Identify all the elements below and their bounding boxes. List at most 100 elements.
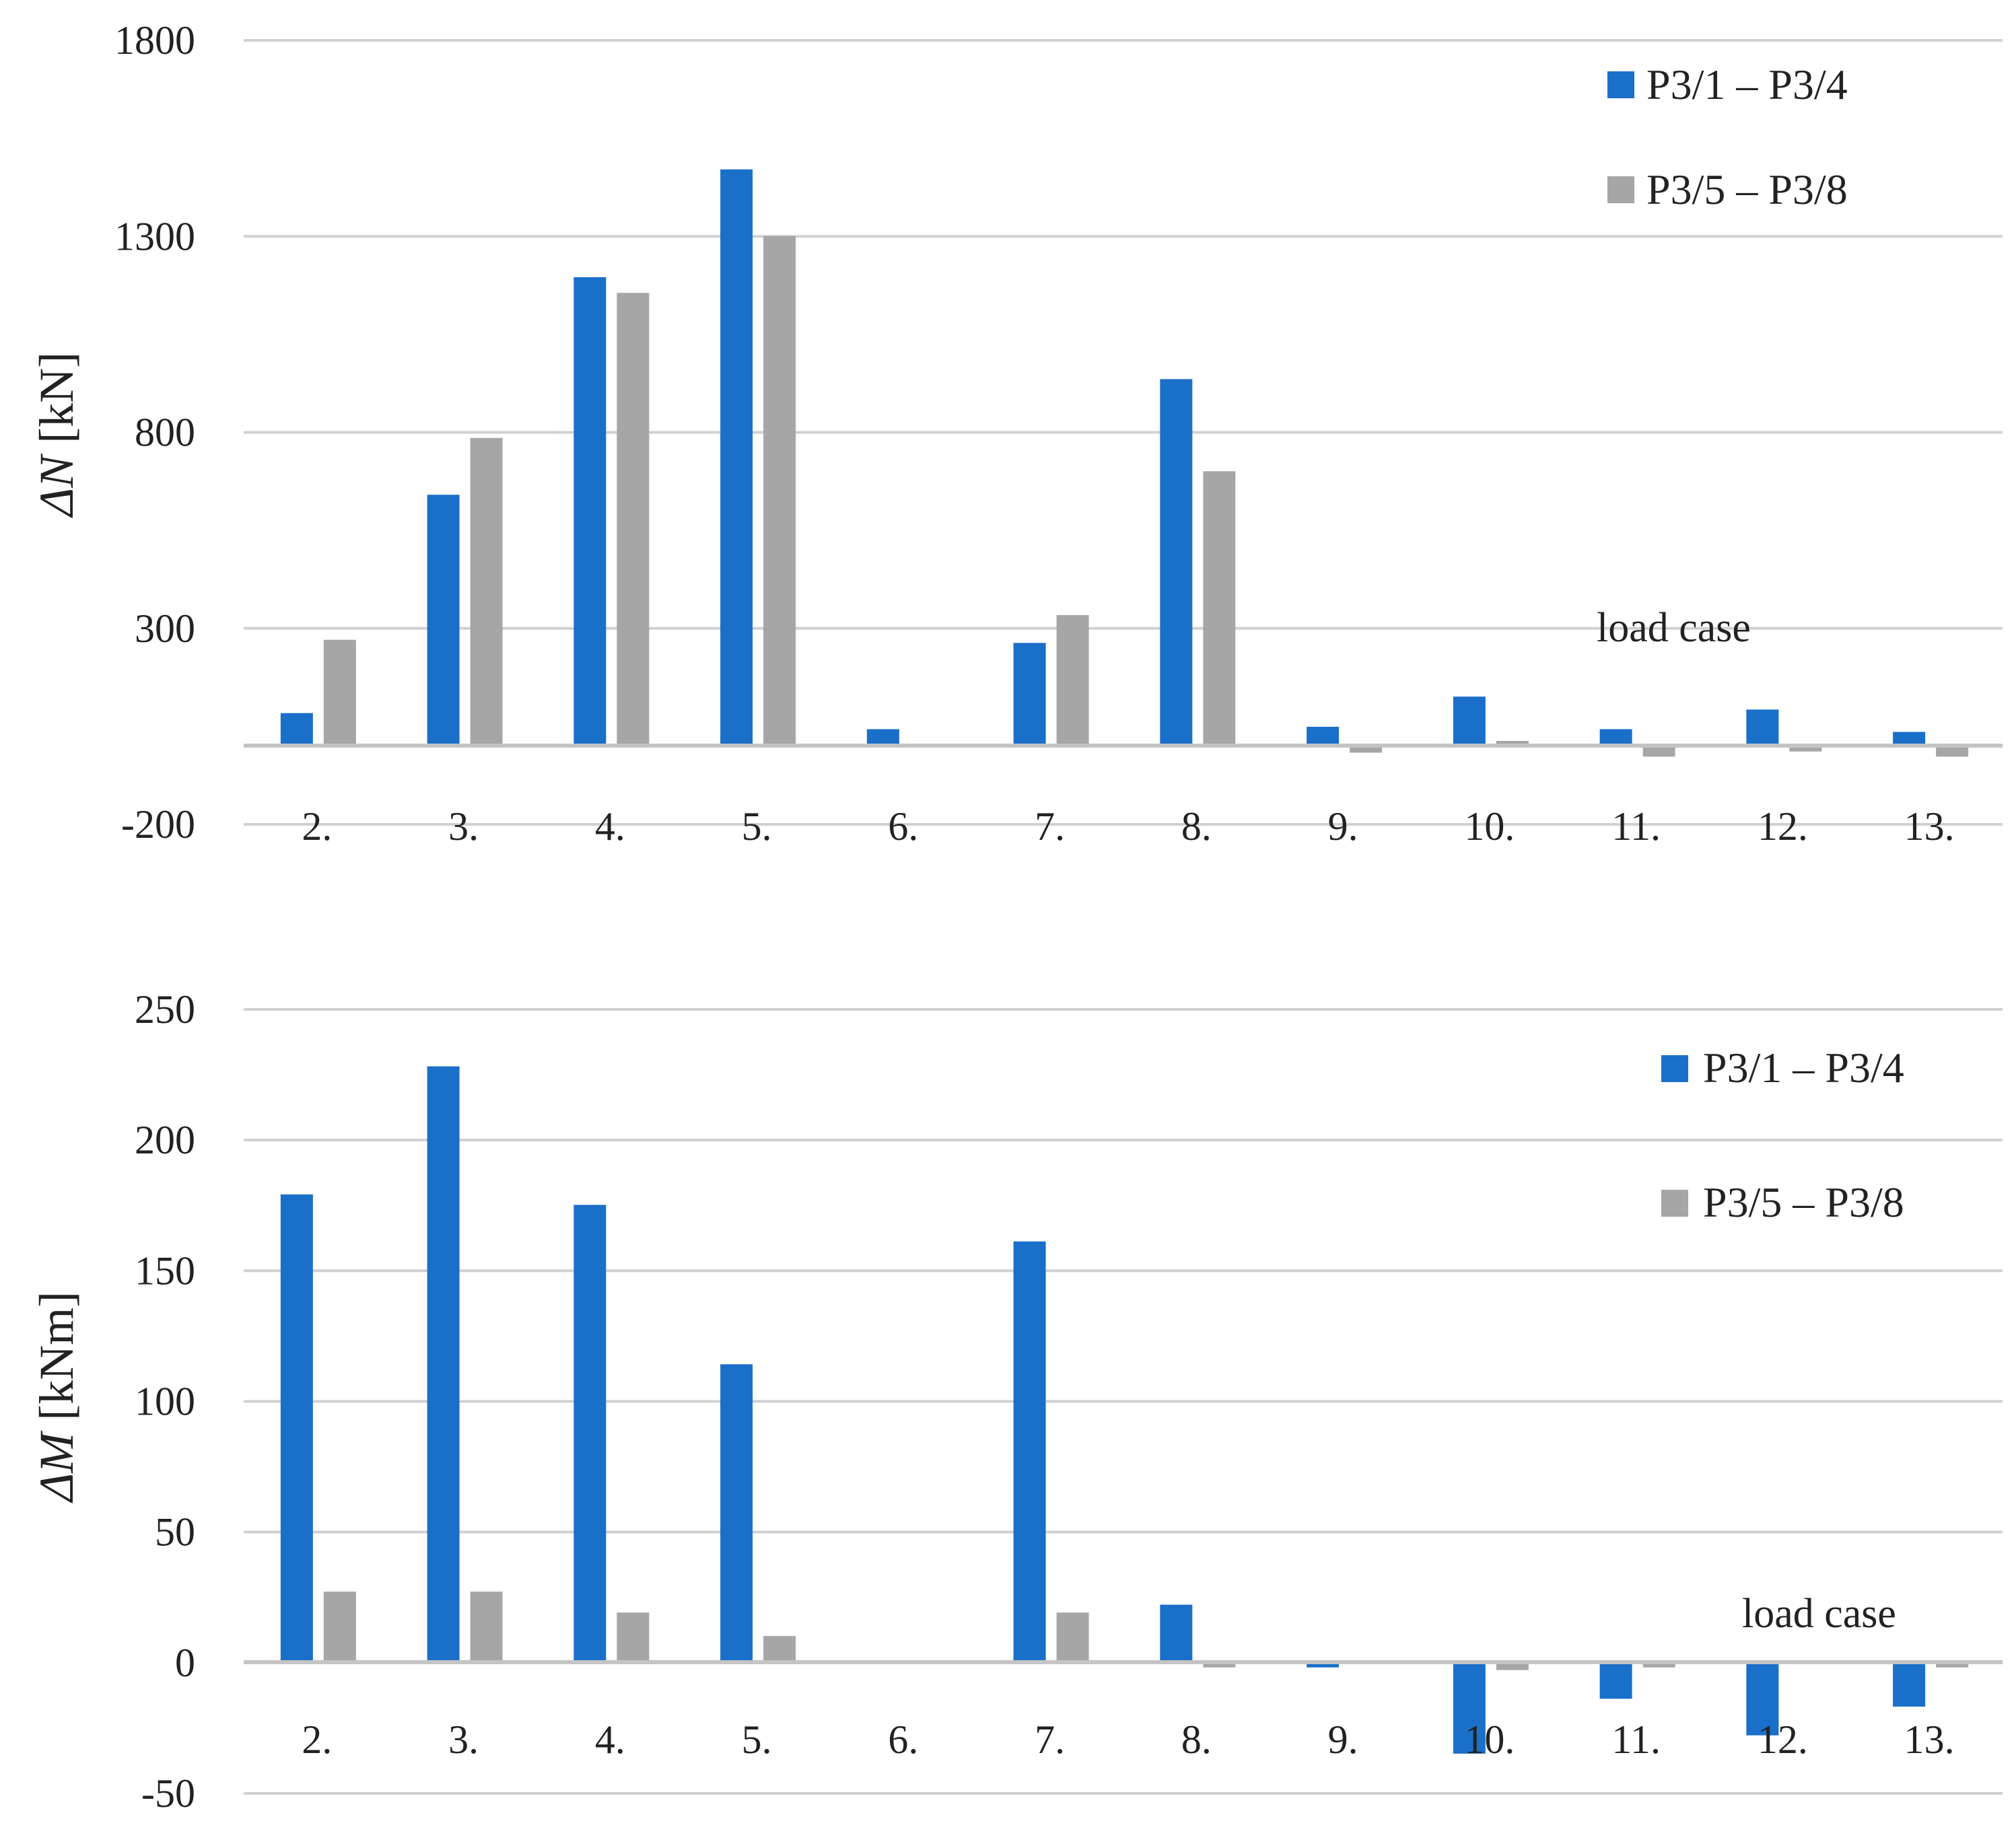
delta-n-bar-series-2-case-3 — [470, 437, 503, 746]
delta-m-y-axis-symbol: ΔM — [30, 1430, 83, 1503]
delta-m-x-tick-label: 11. — [1611, 1717, 1661, 1762]
delta-n-bar-series-2-case-2 — [323, 639, 356, 746]
delta-n-y-axis-unit: [kN] — [30, 352, 83, 456]
delta-n-bar-series-1-case-12 — [1746, 709, 1779, 746]
delta-n-y-axis-title: ΔN [kN] — [30, 352, 83, 518]
delta-n-x-tick-label: 5. — [742, 804, 772, 849]
delta-m-y-tick-label: 50 — [155, 1510, 195, 1555]
delta-n-y-tick-label: 1800 — [114, 18, 195, 63]
delta-m-x-tick-label: 9. — [1328, 1717, 1358, 1762]
delta-n-y-tick-label: 300 — [135, 606, 195, 651]
delta-n-x-tick-label: 9. — [1328, 804, 1358, 849]
delta-n-chart: 1800 1300 800 300 -200 2. 3. 4. 5. 6. 7. 8. 9. 10. 11… — [30, 18, 2003, 849]
delta-m-bar-series-1-case-9 — [1307, 1662, 1340, 1668]
delta-n-bar-series-2-case-4 — [617, 293, 650, 746]
delta-n-legend-swatch-series-2 — [1607, 176, 1634, 203]
delta-n-legend-label-series-2: P3/5 – P3/8 — [1646, 166, 1848, 213]
delta-n-x-tick-label: 13. — [1904, 804, 1955, 849]
delta-n-legend: P3/1 – P3/4 P3/5 – P3/8 — [1607, 61, 1848, 213]
delta-m-legend-label-series-1: P3/1 – P3/4 — [1703, 1044, 1904, 1092]
delta-n-x-tick-label: 10. — [1464, 804, 1515, 849]
delta-n-y-tick-label: 1300 — [114, 214, 195, 258]
delta-m-x-tick-label: 2. — [302, 1717, 332, 1762]
delta-n-bar-series-1-case-8 — [1160, 379, 1193, 746]
delta-n-y-ticks: 1800 1300 800 300 -200 — [114, 18, 195, 847]
delta-m-x-tick-label: 12. — [1758, 1717, 1808, 1762]
delta-n-y-axis-symbol: ΔN — [30, 453, 83, 518]
delta-m-x-ticks: 2. 3. 4. 5. 6. 7. 8. 9. 10. 11. 12. 13. — [302, 1717, 1954, 1762]
delta-n-y-tick-label: -200 — [121, 802, 195, 847]
delta-m-x-tick-label: 7. — [1035, 1717, 1065, 1762]
delta-m-chart: 250 200 150 100 50 0 -50 2. 3. 4. 5. 6. 7. 8. 9. 10. 11… — [30, 987, 2003, 1816]
delta-m-bar-series-1-case-13 — [1893, 1662, 1926, 1707]
delta-m-bar-series-2-case-8 — [1203, 1662, 1236, 1668]
delta-m-x-tick-label: 4. — [595, 1717, 625, 1762]
delta-m-x-tick-label: 3. — [448, 1717, 479, 1762]
delta-m-y-tick-label: 250 — [135, 987, 195, 1032]
delta-m-x-tick-label: 6. — [888, 1717, 918, 1762]
delta-m-y-tick-label: 100 — [135, 1380, 195, 1424]
delta-n-bars — [280, 169, 1969, 757]
delta-m-bar-series-1-case-7 — [1013, 1241, 1046, 1662]
delta-m-bar-series-1-case-12 — [1746, 1662, 1779, 1736]
delta-m-bar-series-2-case-2 — [323, 1592, 356, 1662]
delta-n-x-tick-label: 2. — [302, 804, 332, 849]
delta-m-legend-swatch-series-2 — [1661, 1190, 1688, 1217]
delta-n-y-tick-label: 800 — [135, 410, 195, 455]
delta-n-legend-label-series-1: P3/1 – P3/4 — [1646, 61, 1848, 108]
delta-m-x-tick-label: 8. — [1181, 1717, 1212, 1762]
delta-n-bar-series-2-case-9 — [1350, 746, 1383, 753]
delta-n-legend-swatch-series-1 — [1607, 71, 1634, 98]
delta-m-x-tick-label: 13. — [1904, 1717, 1955, 1762]
delta-m-y-tick-label: 150 — [135, 1248, 195, 1293]
delta-m-bar-series-2-case-5 — [763, 1636, 796, 1662]
delta-n-gridlines — [244, 39, 2003, 826]
delta-m-bar-series-2-case-4 — [617, 1612, 650, 1662]
delta-n-bar-series-1-case-11 — [1599, 729, 1632, 746]
delta-m-bar-series-1-case-5 — [720, 1364, 753, 1662]
delta-n-bar-series-1-case-3 — [427, 495, 460, 746]
delta-m-y-tick-label: 200 — [135, 1118, 195, 1162]
delta-m-legend: P3/1 – P3/4 P3/5 – P3/8 — [1661, 1044, 1904, 1226]
delta-m-bar-series-1-case-3 — [427, 1066, 460, 1662]
delta-m-bar-series-1-case-2 — [280, 1194, 313, 1662]
delta-n-x-tick-label: 12. — [1758, 804, 1808, 849]
delta-n-bar-series-1-case-2 — [280, 713, 313, 746]
delta-n-bar-series-2-case-12 — [1789, 746, 1822, 752]
delta-n-x-tick-label: 8. — [1181, 804, 1212, 849]
delta-m-bar-series-1-case-11 — [1599, 1662, 1632, 1699]
delta-m-bar-series-2-case-7 — [1056, 1612, 1089, 1662]
delta-m-x-tick-label: 5. — [742, 1717, 772, 1762]
delta-n-bar-series-2-case-8 — [1203, 471, 1236, 746]
delta-m-bar-series-1-case-10 — [1453, 1662, 1486, 1754]
delta-m-bar-series-2-case-3 — [470, 1592, 503, 1662]
delta-n-load-case-note: load case — [1597, 605, 1751, 651]
delta-n-bar-series-1-case-7 — [1013, 643, 1046, 746]
delta-n-x-tick-label: 11. — [1611, 804, 1661, 849]
delta-n-bar-series-2-case-7 — [1056, 615, 1089, 746]
delta-m-bar-series-1-case-8 — [1160, 1604, 1193, 1662]
delta-m-bar-series-2-case-11 — [1642, 1662, 1675, 1668]
delta-m-load-case-note: load case — [1742, 1591, 1896, 1637]
delta-n-x-tick-label: 3. — [448, 804, 479, 849]
delta-n-bar-series-1-case-6 — [866, 729, 899, 746]
delta-n-x-tick-label: 4. — [595, 804, 625, 849]
delta-m-gridlines — [244, 1008, 2003, 1795]
delta-n-bar-series-1-case-4 — [573, 277, 606, 746]
delta-m-legend-swatch-series-1 — [1661, 1055, 1688, 1082]
delta-n-x-tick-label: 6. — [888, 804, 918, 849]
delta-m-y-axis-unit: [kNm] — [30, 1291, 83, 1433]
delta-n-bar-series-2-case-13 — [1936, 746, 1969, 757]
delta-n-x-ticks: 2. 3. 4. 5. 6. 7. 8. 9. 10. 11. 12. 13. — [302, 804, 1954, 849]
delta-m-legend-label-series-2: P3/5 – P3/8 — [1703, 1178, 1904, 1226]
delta-n-bar-series-1-case-5 — [720, 169, 753, 746]
delta-n-bar-series-2-case-5 — [763, 236, 796, 746]
delta-m-bar-series-2-case-13 — [1936, 1662, 1969, 1668]
delta-n-bar-series-1-case-9 — [1307, 727, 1340, 746]
delta-n-bar-series-1-case-13 — [1893, 731, 1926, 746]
delta-n-x-tick-label: 7. — [1035, 804, 1065, 849]
delta-m-bar-series-2-case-10 — [1496, 1662, 1529, 1670]
delta-m-y-ticks: 250 200 150 100 50 0 -50 — [135, 987, 195, 1816]
delta-n-bar-series-2-case-11 — [1642, 746, 1675, 757]
delta-n-bar-series-2-case-10 — [1496, 741, 1529, 746]
